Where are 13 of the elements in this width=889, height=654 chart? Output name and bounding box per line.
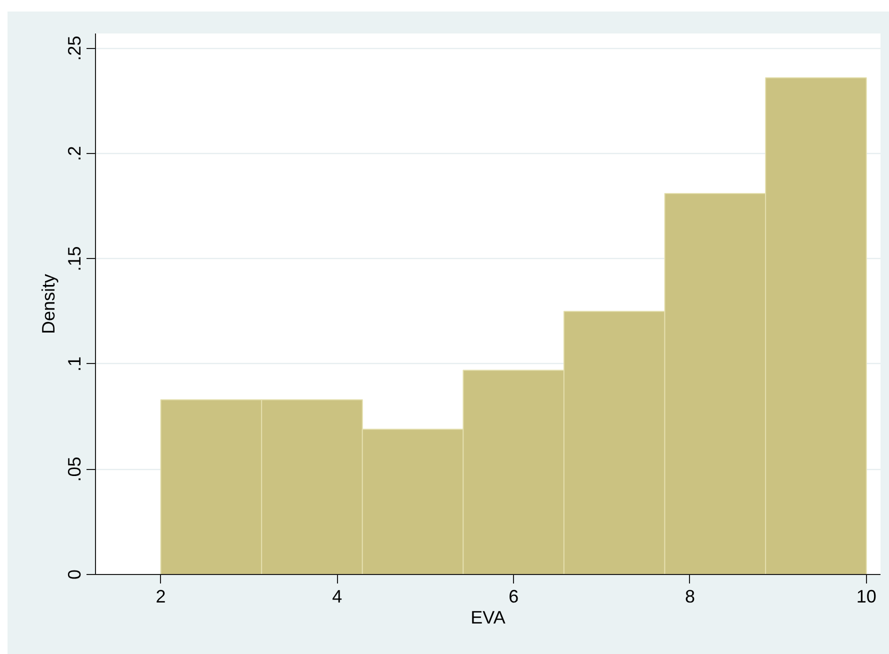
- y-tick-label: .05: [64, 456, 84, 482]
- x-tick-label: 4: [332, 586, 342, 606]
- y-tick-label: .15: [64, 246, 84, 272]
- y-tick-label: .1: [64, 356, 84, 372]
- x-tick-label: 6: [508, 586, 519, 606]
- y-tick-label: .2: [64, 146, 84, 161]
- x-tick-label: 8: [684, 586, 695, 606]
- x-tick-label: 2: [156, 586, 166, 606]
- y-axis-title: Density: [38, 274, 58, 334]
- x-axis-title: EVA: [470, 608, 506, 628]
- x-tick-label: 10: [856, 586, 876, 606]
- y-tick-label: .25: [64, 36, 84, 61]
- y-tick-label: 0: [64, 569, 84, 580]
